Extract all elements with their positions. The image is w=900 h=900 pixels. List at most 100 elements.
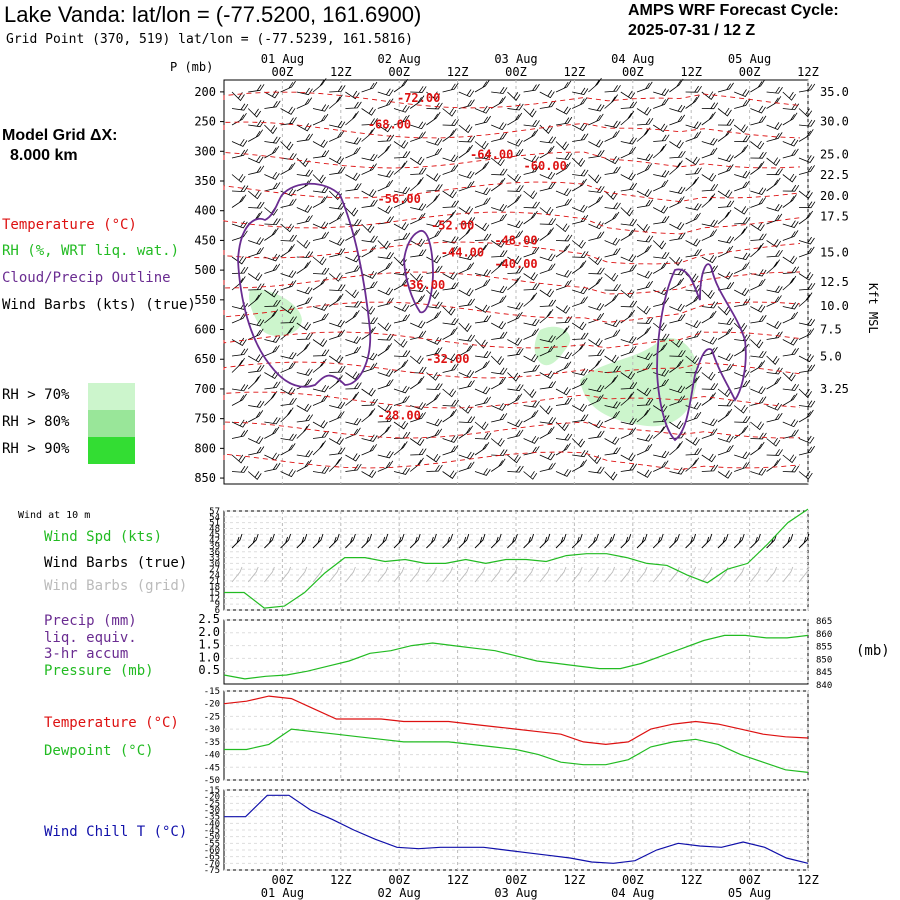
wind-barb — [571, 157, 586, 167]
wind-barb — [361, 444, 377, 456]
windchill-panel-y-tick-label: -50 — [204, 833, 220, 843]
wind-barb — [345, 417, 362, 426]
wind-barb — [264, 263, 281, 274]
wind-barb — [296, 240, 311, 249]
wind-barb — [652, 533, 664, 549]
wind-barb — [345, 137, 362, 145]
wind-barb — [442, 363, 459, 373]
wind-barb — [685, 411, 702, 423]
wind-barb — [329, 401, 346, 409]
wind-barb — [377, 450, 394, 459]
wind-barb — [393, 140, 409, 149]
wind-barb — [588, 358, 602, 373]
windchill-panel-y-tick-label: -20 — [204, 793, 220, 803]
wind-barb — [539, 417, 557, 425]
wind-barb — [442, 107, 457, 117]
wind-barb — [231, 174, 246, 183]
wind-barb — [717, 470, 733, 479]
wind-barb — [458, 124, 473, 134]
height-tick-label: 17.5 — [820, 210, 849, 224]
wind-barb — [798, 470, 813, 480]
temperature-contour-label: -40.00 — [494, 257, 537, 271]
wind-barb — [474, 468, 491, 476]
pressure-axis-title: P (mb) — [170, 60, 214, 74]
wind-barb — [523, 201, 540, 209]
wind-barb — [491, 204, 507, 212]
wind-barb-grid — [669, 566, 680, 583]
wind-barb — [782, 230, 799, 241]
wind-barb-grid — [264, 566, 275, 583]
windchill-panel-y-tick-label: -55 — [204, 839, 220, 849]
wind-barb — [507, 419, 523, 428]
wind-barb-grid — [426, 566, 437, 583]
wind-barb — [491, 86, 508, 94]
wind-barb — [620, 336, 637, 344]
wind-barb — [426, 347, 443, 357]
windchill-panel-y-tick-label: -60 — [204, 846, 220, 856]
windchill-panel-y-tick-label: -40 — [204, 819, 220, 829]
wind-barb — [588, 466, 605, 474]
wind-barb — [247, 374, 262, 390]
legend-temperature: Temperature (°C) — [2, 217, 137, 233]
wind-barb — [377, 333, 395, 341]
wind-barb — [280, 223, 295, 233]
wind-barb — [474, 432, 492, 440]
wind-barb — [572, 97, 588, 109]
wind-barb — [782, 465, 800, 473]
surface-pressure-tick-label: 860 — [816, 630, 832, 640]
wind-barb — [669, 467, 686, 475]
wind-barb — [636, 469, 652, 478]
wind-barb — [491, 122, 507, 131]
wind-barb — [734, 262, 750, 274]
date-label-top: 05 Aug — [728, 52, 771, 66]
wind-speed-panel-y-tick-label: 18 — [209, 583, 220, 593]
date-label-bottom: 04 Aug — [611, 886, 654, 900]
wind-barb — [264, 124, 278, 135]
wind-barb — [490, 239, 506, 248]
wind-barb — [231, 91, 245, 102]
wind-barb — [377, 144, 392, 159]
wind-barb — [798, 400, 816, 408]
wind-barb-grid — [442, 566, 454, 583]
wind-barb — [717, 444, 734, 456]
pressure-tick-label: 200 — [194, 85, 216, 99]
wind-speed-panel-y-tick-label: 57 — [209, 507, 220, 517]
wind-barb — [248, 318, 265, 327]
wind-barb — [507, 393, 523, 406]
legend-rh80-label: RH > 80% — [2, 414, 70, 430]
wind-barb — [345, 264, 362, 274]
temperature-contour-label: -28.00 — [378, 409, 421, 423]
wind-barb — [636, 317, 654, 324]
wind-barb — [442, 470, 457, 479]
wind-barb — [490, 96, 506, 109]
wind-barb — [409, 156, 425, 166]
wind-barb — [409, 355, 424, 365]
wind-barb-grid — [782, 566, 794, 583]
wind-barb-grid — [393, 566, 405, 583]
wind-barb — [426, 184, 443, 192]
wind-speed-panel-y-tick-label: 6 — [215, 606, 220, 616]
wind-barb — [555, 234, 573, 242]
wind-barb — [264, 426, 280, 439]
wind-barb — [523, 283, 540, 291]
wind-barb — [798, 236, 815, 245]
temperature-contour-label: -36.00 — [402, 278, 445, 292]
wind-barb-grid — [798, 566, 810, 583]
wind-barb — [750, 441, 765, 456]
wind-barb — [685, 167, 702, 175]
wind-barb — [750, 242, 764, 258]
wind-barb — [247, 471, 262, 480]
wind-speed-panel-y-tick-label: 27 — [209, 565, 220, 575]
wind-barb — [507, 185, 524, 192]
wind-barb — [717, 317, 735, 325]
forecast-cycle-value: 2025-07-31 / 12 Z — [628, 22, 756, 39]
wind-barb — [555, 325, 570, 340]
wind-barb — [717, 353, 734, 362]
wind-barb — [782, 255, 798, 265]
wind-barb — [328, 436, 344, 446]
wind-barb — [442, 245, 458, 258]
wind-barb — [539, 405, 553, 415]
wind-barb — [701, 255, 717, 264]
wind-barb — [296, 169, 314, 177]
wind-barb — [669, 186, 686, 194]
